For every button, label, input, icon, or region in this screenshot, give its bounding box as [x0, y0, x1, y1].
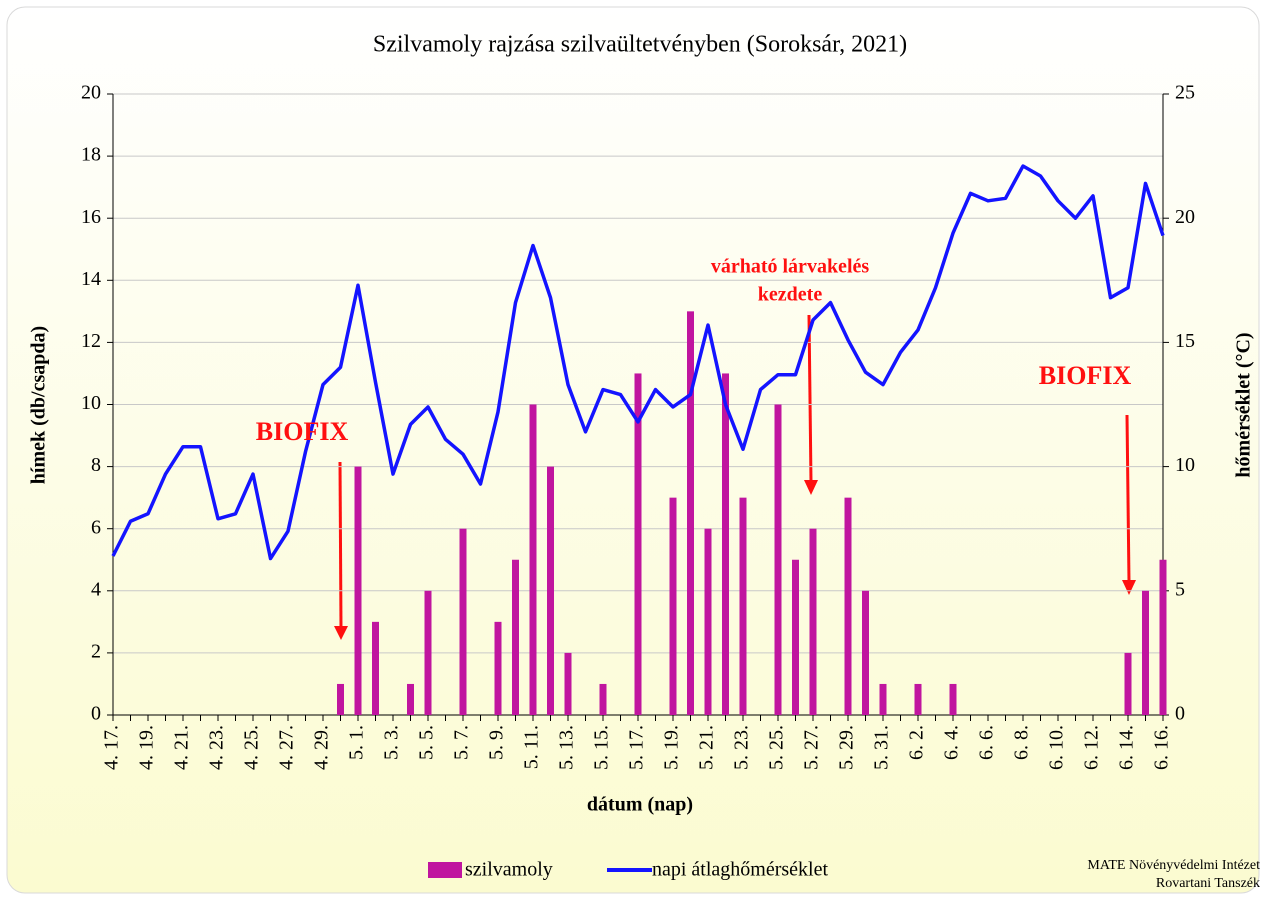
x-tick-label: 4. 25. — [241, 725, 263, 770]
x-tick-label: 5. 31. — [871, 725, 893, 770]
y2-tick-label: 0 — [1175, 703, 1185, 725]
y-axis-title: hímek (db/csapda) — [28, 326, 50, 484]
legend-swatch — [428, 862, 462, 878]
x-tick-label: 6. 16. — [1151, 725, 1173, 770]
y2-axis-title: hőmérséklet (°C) — [1233, 332, 1255, 477]
y-tick-label: 20 — [81, 82, 101, 104]
source: Rovartani Tanszék — [1156, 876, 1260, 891]
x-tick-label: 5. 9. — [486, 725, 508, 760]
source: MATE Növényvédelmi Intézet — [1087, 858, 1260, 873]
x-tick-label: 5. 7. — [451, 725, 473, 760]
x-tick-label: 6. 14. — [1116, 725, 1138, 770]
y-tick-label: 16 — [81, 206, 101, 228]
legend-label: napi átlaghőmérséklet — [652, 859, 828, 881]
y2-tick-label: 25 — [1175, 82, 1195, 104]
y2-tick-label: 10 — [1175, 454, 1195, 476]
x-tick-label: 6. 2. — [906, 725, 928, 760]
x-tick-label: 5. 1. — [346, 725, 368, 760]
bar — [914, 683, 922, 715]
chart-background — [6, 6, 1260, 894]
bar — [1124, 652, 1132, 715]
bar — [354, 466, 362, 715]
bar — [949, 683, 957, 715]
y-tick-label: 2 — [91, 640, 101, 662]
x-tick-label: 6. 10. — [1046, 725, 1068, 770]
annotation: kezdete — [758, 284, 823, 306]
y-tick-label: 8 — [91, 454, 101, 476]
bar — [424, 590, 432, 715]
y2-tick-label: 5 — [1175, 578, 1185, 600]
y-tick-label: 12 — [81, 330, 101, 352]
y-tick-label: 4 — [91, 578, 101, 600]
x-tick-label: 4. 29. — [311, 725, 333, 770]
annotation: BIOFIX — [1039, 361, 1132, 390]
x-tick-label: 4. 17. — [101, 725, 123, 770]
y-tick-label: 10 — [81, 392, 101, 414]
bar — [459, 528, 467, 715]
bar — [809, 528, 817, 715]
x-tick-label: 5. 21. — [696, 725, 718, 770]
bar — [687, 311, 694, 715]
x-tick-label: 6. 4. — [941, 725, 963, 760]
bar — [704, 528, 712, 715]
x-tick-label: 4. 19. — [136, 725, 158, 770]
bar — [1159, 559, 1167, 715]
bar — [774, 404, 782, 715]
bar — [1142, 590, 1149, 715]
x-tick-label: 5. 3. — [381, 725, 403, 760]
x-tick-label: 5. 13. — [556, 725, 578, 770]
y-tick-label: 6 — [91, 516, 101, 538]
line — [111, 164, 1165, 561]
annotation: várható lárvakelés — [711, 256, 870, 278]
bar — [634, 373, 642, 715]
bar — [512, 559, 519, 715]
bar — [844, 497, 852, 715]
bar — [407, 683, 414, 715]
bar — [862, 590, 869, 715]
bar — [529, 404, 537, 715]
y2-tick-label: 15 — [1175, 330, 1195, 352]
x-tick-label: 5. 27. — [801, 725, 823, 770]
x-tick-label: 4. 23. — [206, 725, 228, 770]
bar — [337, 683, 344, 715]
x-tick-label: 5. 29. — [836, 725, 858, 770]
x-tick-label: 6. 12. — [1081, 725, 1103, 770]
annotation: BIOFIX — [256, 417, 349, 446]
x-tick-label: 6. 6. — [976, 725, 998, 760]
x-tick-label: 5. 25. — [766, 725, 788, 770]
y-tick-label: 18 — [81, 144, 101, 166]
y2-tick-label: 20 — [1175, 206, 1195, 228]
x-tick-label: 5. 17. — [626, 725, 648, 770]
x-tick-label: 5. 15. — [591, 725, 613, 770]
x-tick-label: 5. 5. — [416, 725, 438, 760]
bar — [722, 373, 729, 715]
x-tick-label: 5. 23. — [731, 725, 753, 770]
x-tick-label: 6. 8. — [1011, 725, 1033, 760]
bar — [599, 683, 607, 715]
bar — [372, 621, 379, 715]
x-tick-label: 4. 27. — [276, 725, 298, 770]
x-axis-title: dátum (nap) — [587, 794, 693, 816]
bar — [879, 683, 887, 715]
x-tick-label: 5. 19. — [661, 725, 683, 770]
bar — [494, 621, 502, 715]
x-tick-label: 5. 11. — [521, 725, 543, 769]
chart-title: Szilvamoly rajzása szilvaültetvényben (S… — [373, 32, 907, 58]
legend-label: szilvamoly — [465, 859, 553, 881]
bar — [564, 652, 572, 715]
y-tick-label: 14 — [81, 268, 101, 290]
x-tick-label: 4. 21. — [171, 725, 193, 770]
bar — [792, 559, 799, 715]
y-tick-label: 0 — [91, 703, 101, 725]
bar — [547, 466, 554, 715]
bar — [669, 497, 677, 715]
bar — [739, 497, 747, 715]
